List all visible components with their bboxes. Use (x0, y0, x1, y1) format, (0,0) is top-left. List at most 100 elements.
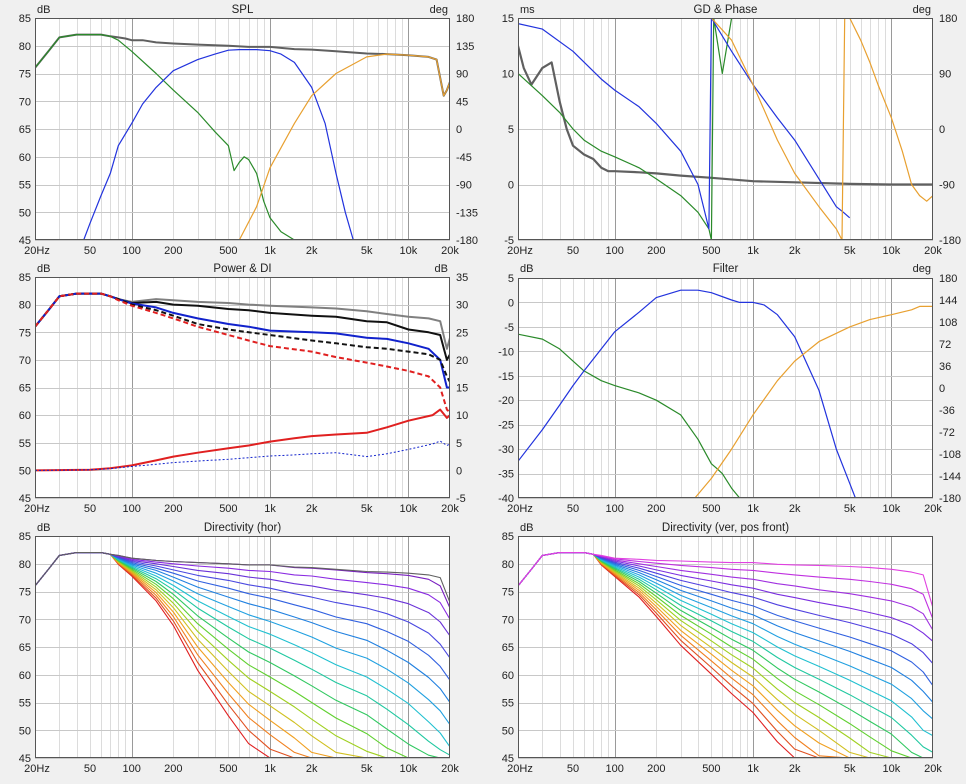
plot-border (35, 277, 450, 498)
y-tick-label-left: 65 (19, 642, 31, 654)
y-unit-right: deg (430, 4, 448, 16)
x-tick-label: 200 (647, 245, 665, 257)
chart-title: Directivity (ver, pos front) (662, 522, 789, 534)
y-unit-left: dB (37, 4, 50, 16)
y-tick-label-left: 70 (502, 614, 514, 626)
series-group (518, 552, 933, 758)
chart-panel-spl: SPL dB deg 85 80 75 70 65 60 55 50 45 180 135 90 45 0 -45… (0, 0, 480, 258)
y-tick-label-right: 0 (456, 465, 462, 477)
y-tick-label-right: 0 (456, 124, 462, 136)
x-tick-label: 1k (747, 763, 759, 775)
y-tick-label-left: -15 (498, 371, 514, 383)
y-tick-label-right: -90 (939, 180, 955, 192)
x-tick-label: 2k (789, 503, 801, 515)
y-tick-label-right: -5 (456, 493, 466, 505)
x-tick-label: 20k (924, 763, 942, 775)
x-tick-label: 100 (123, 245, 141, 257)
chart-panel-filter: Filter dB deg 5 0 -5 -10 -15 -20 -25 -30 -35 -40 180 1… (483, 259, 966, 517)
y-tick-label-right: 90 (456, 69, 468, 81)
x-tick-label: 20Hz (507, 245, 533, 257)
x-tick-label: 200 (164, 245, 182, 257)
x-tick-label: 10k (399, 763, 417, 775)
x-tick-label: 10k (882, 763, 900, 775)
x-tick-label: 20Hz (507, 503, 533, 515)
y-tick-label-right: -135 (456, 207, 478, 219)
y-tick-label-left: 70 (19, 355, 31, 367)
y-unit-left: dB (37, 522, 50, 534)
y-tick-label-right: 180 (456, 13, 474, 25)
y-tick-label-left: 15 (502, 13, 514, 25)
y-unit-right: dB (435, 263, 448, 275)
y-tick-label-right: -45 (456, 152, 472, 164)
series-line-2 (35, 34, 295, 240)
y-tick-label-left: 80 (19, 41, 31, 53)
horizontal-gridlines (518, 18, 933, 241)
x-tick-label: 1k (264, 763, 276, 775)
y-tick-label-right: -144 (939, 471, 961, 483)
directivity-curve-1 (518, 552, 933, 609)
y-tick-label-left: -5 (504, 322, 514, 334)
chart-title: SPL (232, 4, 254, 16)
x-tick-label: 100 (123, 503, 141, 515)
series-group (518, 18, 933, 240)
x-tick-label: 5k (844, 245, 856, 257)
y-tick-label-left: 85 (502, 531, 514, 543)
x-tick-label: 20k (441, 503, 459, 515)
series-group (35, 33, 450, 240)
plot-border (35, 536, 450, 758)
y-tick-label-right: 36 (939, 361, 951, 373)
series-group (518, 289, 933, 498)
y-tick-label-right: 108 (939, 317, 957, 329)
x-tick-label: 200 (647, 503, 665, 515)
y-tick-label-right: 10 (456, 410, 468, 422)
chart-panel-directivity-ver: Directivity (ver, pos front) dB 85 80 75 70 65… (483, 518, 966, 779)
y-tick-label-left: 65 (19, 124, 31, 136)
y-tick-label-left: 45 (19, 235, 31, 247)
chart-svg: Directivity (hor) dB 85 80 75 70 65 60 55 50 4520H… (19, 522, 460, 775)
x-tick-label: 200 (164, 763, 182, 775)
x-tick-label: 2k (306, 245, 318, 257)
x-tick-label: 2k (306, 763, 318, 775)
x-tick-label: 50 (84, 503, 96, 515)
x-tick-label: 20Hz (24, 763, 50, 775)
x-tick-label: 500 (702, 503, 720, 515)
x-tick-label: 5k (361, 245, 373, 257)
y-tick-label-left: 60 (19, 152, 31, 164)
y-tick-label-left: 80 (19, 559, 31, 571)
directivity-curve-1 (35, 552, 450, 603)
x-tick-label: 20k (441, 763, 459, 775)
y-tick-label-right: -108 (939, 449, 961, 461)
series-group (35, 552, 450, 758)
y-tick-label-right: -72 (939, 427, 955, 439)
y-tick-label-left: 60 (502, 670, 514, 682)
plot-border (518, 18, 933, 240)
x-tick-label: 5k (361, 763, 373, 775)
chart-title: GD & Phase (694, 4, 758, 16)
x-tick-label: 20Hz (24, 245, 50, 257)
y-tick-label-left: 65 (19, 383, 31, 395)
y-tick-label-right: -90 (456, 180, 472, 192)
x-tick-label: 100 (606, 503, 624, 515)
y-tick-label-left: 85 (19, 13, 31, 25)
y-tick-label-right: 35 (456, 272, 468, 284)
x-tick-label: 20k (441, 245, 459, 257)
y-unit-left: dB (520, 522, 533, 534)
series-line-3 (694, 305, 933, 498)
y-tick-label-left: -5 (504, 235, 514, 247)
minor-gridlines (542, 278, 892, 498)
x-tick-label: 5k (844, 763, 856, 775)
y-unit-right: deg (913, 4, 931, 16)
y-tick-label-left: 45 (19, 753, 31, 765)
y-tick-label-left: 75 (19, 69, 31, 81)
y-tick-label-left: 85 (19, 531, 31, 543)
series-line-1 (518, 333, 741, 498)
y-tick-label-left: 75 (19, 587, 31, 599)
x-tick-label: 20k (924, 245, 942, 257)
x-tick-label: 100 (123, 763, 141, 775)
x-tick-label: 50 (84, 763, 96, 775)
y-tick-label-right: 0 (939, 383, 945, 395)
y-tick-label-right: 45 (456, 96, 468, 108)
x-tick-label: 500 (219, 503, 237, 515)
y-tick-label-left: 50 (502, 725, 514, 737)
x-tick-label: 1k (747, 245, 759, 257)
